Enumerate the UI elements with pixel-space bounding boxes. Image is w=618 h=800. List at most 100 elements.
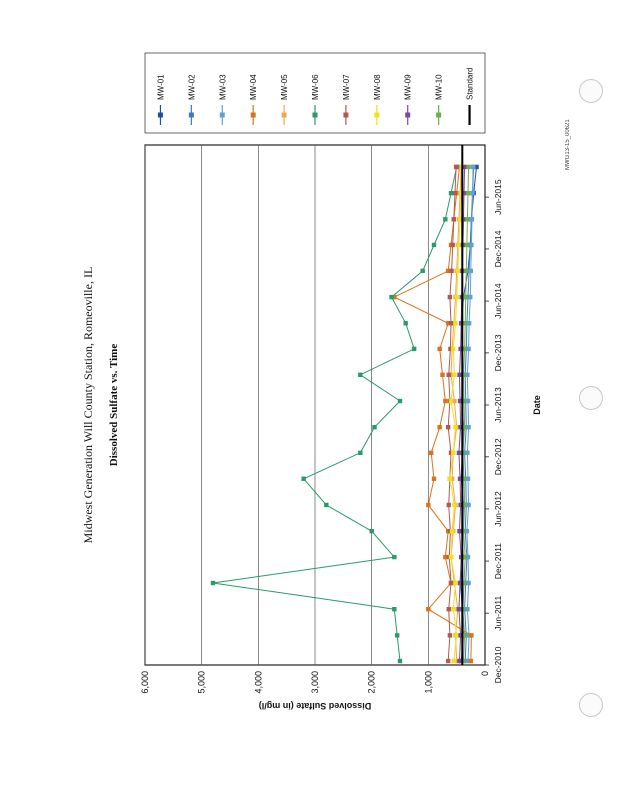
data-point <box>462 346 467 352</box>
data-point <box>453 425 458 430</box>
x-tick-label: Jun-2011 <box>493 595 503 630</box>
data-point <box>358 450 363 456</box>
data-point <box>457 580 463 586</box>
data-point <box>463 294 468 300</box>
data-point <box>372 425 377 430</box>
data-point <box>462 554 468 560</box>
y-axis-label: Dissolved Sulfate (in mg/l) <box>259 701 372 711</box>
x-axis: Dec-2010 Jun-2011 Dec-2011 Jun-2012 Dec-2012… <box>485 179 503 683</box>
data-point <box>446 502 451 508</box>
data-point <box>470 190 475 196</box>
data-point <box>448 398 454 404</box>
y-tick-label: 6,000 <box>140 671 150 694</box>
data-point <box>465 217 470 222</box>
data-point <box>426 502 431 508</box>
data-point <box>392 606 397 612</box>
x-tick-label: Jun-2013 <box>493 387 503 423</box>
x-tick-label: Jun-2012 <box>493 491 503 527</box>
series-line <box>466 166 474 662</box>
legend-marker <box>436 112 442 118</box>
data-point <box>451 658 457 664</box>
data-point <box>462 164 467 170</box>
data-point <box>456 450 462 456</box>
data-point <box>420 268 425 274</box>
data-point <box>450 242 455 248</box>
data-point <box>448 554 454 560</box>
data-point <box>449 268 454 274</box>
data-point <box>466 164 471 170</box>
data-point <box>445 658 451 664</box>
data-point <box>358 372 363 378</box>
data-point <box>465 476 471 481</box>
x-tick-label: Dec-2012 <box>493 438 503 475</box>
y-tick-label: 5,000 <box>197 671 207 694</box>
grid <box>144 145 429 665</box>
legend-marker <box>188 112 194 118</box>
legend-label: MW-10 <box>435 74 444 100</box>
data-point <box>464 528 470 534</box>
legend-marker <box>281 112 287 118</box>
data-point <box>470 164 476 170</box>
data-point <box>451 606 456 612</box>
legend-marker <box>374 112 380 118</box>
legend-marker <box>157 112 163 118</box>
data-point <box>392 554 397 560</box>
y-axis: 0 1,000 2,000 3,000 4,000 5,000 6,000 <box>140 671 490 694</box>
punch-hole-top <box>579 79 603 103</box>
data-point <box>451 217 457 222</box>
data-point <box>465 450 470 456</box>
data-point <box>369 528 374 534</box>
data-point <box>465 606 470 612</box>
legend-label: MW-05 <box>280 74 289 100</box>
data-point <box>452 372 457 378</box>
data-point <box>468 658 474 664</box>
y-tick-label: 0 <box>480 671 490 676</box>
data-point <box>449 528 455 534</box>
series-line <box>447 166 457 662</box>
legend: MW-01 MW-02 MW-03 MW-04 MW-05 MW-06 MW-07 MW-08… <box>144 52 486 134</box>
data-point <box>464 268 469 274</box>
x-tick-label: Dec-2014 <box>493 230 503 267</box>
data-point <box>468 294 473 300</box>
y-tick-label: 4,000 <box>253 671 263 694</box>
data-point <box>452 398 457 404</box>
data-point <box>454 633 459 638</box>
data-point <box>466 321 472 326</box>
data-point <box>397 398 403 404</box>
data-point <box>466 346 471 352</box>
legend-marker <box>219 112 225 118</box>
x-tick-label: Dec-2011 <box>493 543 503 579</box>
legend-label: MW-08 <box>373 74 382 100</box>
data-point <box>443 398 448 404</box>
data-point <box>437 346 442 352</box>
data-point <box>445 425 451 430</box>
legend-marker <box>405 112 411 118</box>
x-tick-label: Jun-2014 <box>493 283 503 319</box>
data-point <box>447 633 453 638</box>
data-point <box>431 242 437 248</box>
punch-hole-middle <box>579 386 603 410</box>
data-point <box>469 633 474 638</box>
data-point <box>457 217 463 222</box>
data-point <box>468 268 474 274</box>
page-stamp: MWG13-15_00621 <box>565 119 571 170</box>
data-point <box>457 658 462 664</box>
series-line <box>393 166 472 662</box>
y-tick-label: 2,000 <box>367 671 377 694</box>
data-point <box>466 502 471 508</box>
data-point <box>403 321 408 326</box>
y-tick-label: 1,000 <box>423 671 433 694</box>
data-point <box>462 425 467 430</box>
legend-marker <box>250 112 256 118</box>
data-point <box>457 398 463 404</box>
legend-marker <box>312 112 318 118</box>
chart-subtitle: Dissolved Sulfate vs. Time <box>108 344 120 467</box>
x-tick-label: Dec-2013 <box>493 334 503 371</box>
data-point <box>446 606 451 612</box>
x-axis-label: Date <box>532 395 542 415</box>
punch-hole-bottom <box>579 693 603 717</box>
data-point <box>452 502 457 508</box>
data-point <box>443 554 448 560</box>
data-point <box>453 580 458 586</box>
